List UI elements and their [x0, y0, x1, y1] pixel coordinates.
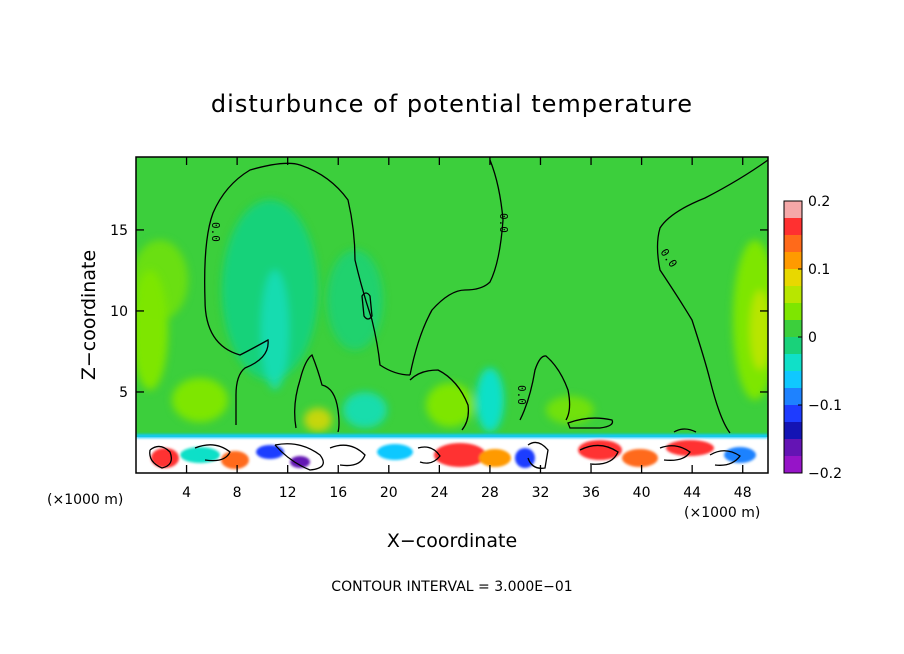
contour-boundary-5 — [417, 446, 441, 464]
contour-low-1 — [294, 353, 340, 433]
contour-label: 0.0 — [515, 385, 528, 405]
plot-area: 0.0 0.0 0.0 0.0 — [136, 157, 768, 473]
x-tick-label: 16 — [329, 485, 347, 501]
x-unit-label-left: (×1000 m) — [47, 492, 123, 508]
colorbar-segment — [784, 405, 802, 423]
colorbar-segment — [784, 371, 802, 389]
colorbar-segment — [784, 252, 802, 270]
y-axis: 5 10 15 — [110, 223, 768, 401]
chart-title: disturbunce of potential temperature — [211, 90, 693, 118]
y-tick-label: 5 — [119, 385, 128, 401]
colorbar-segment — [784, 456, 802, 474]
x-tick-label: 8 — [233, 485, 242, 501]
contour-label: 0.0 — [209, 222, 222, 242]
x-tick-label: 32 — [532, 485, 550, 501]
x-tick-label: 36 — [582, 485, 600, 501]
y-axis-label: Z−coordinate — [78, 250, 100, 380]
colorbar-segment — [784, 235, 802, 253]
colorbar-tick-label: −0.2 — [808, 466, 842, 482]
colorbar-segment — [784, 269, 802, 287]
colorbar-segment — [784, 218, 802, 236]
colorbar-tick-label: 0.2 — [808, 194, 830, 210]
x-axis-label: X−coordinate — [387, 530, 517, 552]
contour-boundary-8 — [659, 445, 691, 461]
colorbar-ticks: 0.2 0.1 0 −0.1 −0.2 — [798, 194, 842, 482]
contour-low-2 — [409, 369, 470, 431]
colorbar-segment — [784, 337, 802, 355]
colorbar-tick-label: 0 — [808, 330, 817, 346]
colorbar-segment — [784, 286, 802, 304]
x-tick-label: 28 — [481, 485, 499, 501]
boundary-layer-field — [136, 434, 768, 469]
colorbar-segment — [784, 388, 802, 406]
plot-frame — [135, 156, 769, 474]
field-anomalies — [136, 200, 768, 432]
colorbar-segment — [784, 320, 802, 338]
contour-low-5 — [567, 417, 614, 429]
contour-boundary-2 — [194, 444, 231, 462]
contour-zero-left — [204, 162, 411, 425]
colorbar-tick-label: 0.1 — [808, 262, 830, 278]
contour-lines — [149, 159, 768, 471]
contour-interval-note: CONTOUR INTERVAL = 3.000E−01 — [331, 579, 572, 595]
colorbar-segment — [784, 422, 802, 440]
x-tick-label: 40 — [633, 485, 651, 501]
colorbar-segment — [784, 354, 802, 372]
x-tick-label: 48 — [734, 485, 752, 501]
x-tick-label: 12 — [279, 485, 297, 501]
contour-boundary-6 — [527, 441, 549, 469]
colorbar — [784, 201, 802, 474]
colorbar-segment — [784, 439, 802, 457]
contour-boundary-9 — [709, 450, 741, 466]
colorbar-segment — [784, 303, 802, 321]
colorbar-segment — [784, 201, 802, 219]
x-tick-label: 44 — [683, 485, 701, 501]
contour-boundary-7 — [579, 444, 619, 465]
contour-zero-right — [656, 159, 768, 434]
contour-boundary-3 — [274, 443, 324, 471]
x-tick-label: 4 — [182, 485, 191, 501]
x-axis: 4 8 12 16 20 24 28 32 36 40 44 48 — [182, 157, 752, 501]
contour-boundary-4 — [329, 444, 366, 467]
x-tick-label: 24 — [430, 485, 448, 501]
contour-label: 0.0 — [497, 213, 510, 233]
contour-zero-mid — [409, 159, 504, 376]
x-unit-label-right: (×1000 m) — [684, 505, 760, 521]
contour-boundary-1 — [149, 445, 173, 469]
y-tick-label: 15 — [110, 223, 128, 239]
contour-low-6 — [673, 428, 697, 433]
colorbar-tick-label: −0.1 — [808, 398, 842, 414]
y-tick-label: 10 — [110, 304, 128, 320]
contour-low-3 — [519, 355, 571, 421]
x-tick-label: 20 — [380, 485, 398, 501]
contour-low-4 — [361, 292, 373, 320]
